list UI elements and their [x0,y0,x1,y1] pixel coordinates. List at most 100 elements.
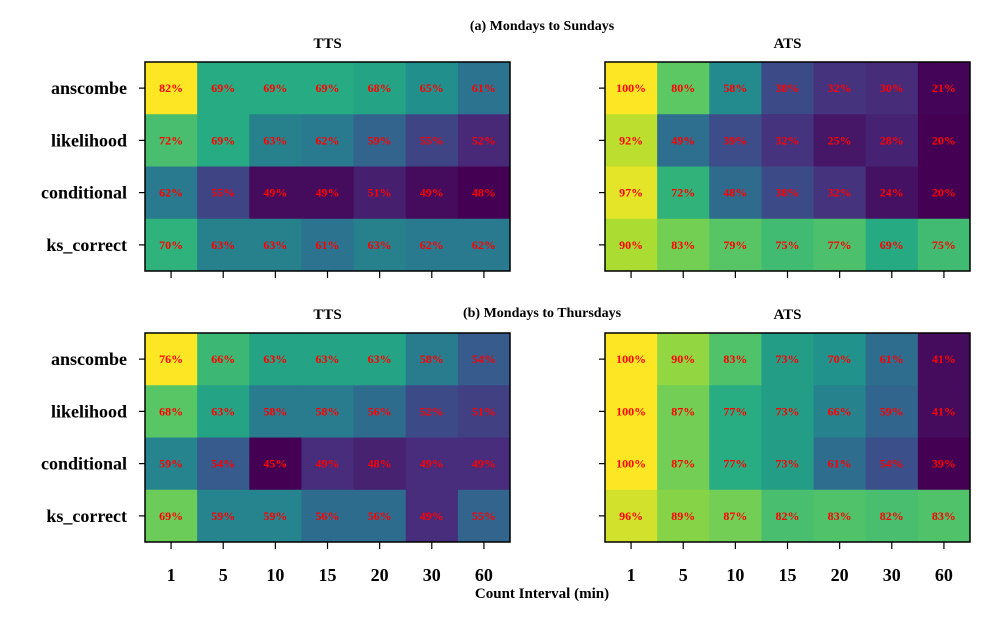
heatmap-cell [301,333,355,386]
cell-label: 63% [263,238,287,252]
cell-label: 63% [211,404,235,418]
cell-label: 49% [420,457,444,471]
heatmap-cell [301,114,355,167]
cell-label: 87% [671,404,695,418]
heatmap-cell [145,489,198,543]
cell-label: 59% [263,509,287,523]
heatmap-cell [197,437,250,491]
heatmap-cell [865,385,919,438]
cell-label: 72% [671,186,695,200]
cell-label: 79% [723,238,747,252]
heatmap-cell [145,333,198,386]
cell-label: 32% [828,81,852,95]
panel-title: TTS [313,36,341,52]
heatmap-cell [353,489,407,543]
cell-label: 70% [159,238,183,252]
heatmap-cell [353,166,407,220]
cell-label: 100% [616,81,646,95]
heatmap-cell [709,385,762,438]
heatmap-cell [917,489,971,543]
x-tick-label: 60 [475,565,493,585]
cell-label: 82% [776,509,800,523]
cell-label: 55% [472,509,496,523]
cell-label: 59% [368,133,392,147]
cell-label: 87% [723,509,747,523]
heatmap-cell [813,437,867,491]
heatmap-cell [657,489,710,543]
cell-label: 63% [368,352,392,366]
heatmap-cell [145,385,198,438]
heatmap-cell [813,62,867,115]
heatmap-cell [405,489,459,543]
cell-label: 51% [368,186,392,200]
x-tick-label: 10 [266,565,284,585]
heatmap-cell [605,166,658,220]
cell-label: 61% [880,352,904,366]
cell-label: 59% [880,404,904,418]
heatmap-cell [761,385,815,438]
cell-label: 92% [619,133,643,147]
cell-label: 30% [880,81,904,95]
cell-label: 73% [776,404,800,418]
heatmap-cell [457,385,511,438]
cell-label: 58% [723,81,747,95]
cell-label: 58% [316,404,340,418]
heatmap-cell [405,114,459,167]
heatmap-cell [249,333,302,386]
cell-label: 28% [880,133,904,147]
heatmap-cell [761,437,815,491]
cell-label: 56% [368,404,392,418]
cell-label: 48% [723,186,747,200]
heatmap-cell [865,166,919,220]
cell-label: 59% [159,457,183,471]
panel-title: TTS [313,307,341,323]
heatmap-cell [197,114,250,167]
cell-label: 62% [472,238,496,252]
cell-label: 39% [932,457,956,471]
cell-label: 49% [671,133,695,147]
heatmap-cell [145,62,198,115]
heatmap-cell [605,437,658,491]
cell-label: 77% [828,238,852,252]
x-tick-label: 20 [831,565,849,585]
heatmap-cell [865,62,919,115]
row-label: likelihood [51,401,127,421]
cell-label: 100% [616,404,646,418]
heatmap-cell [353,62,407,115]
x-tick-label: 5 [219,565,228,585]
cell-label: 61% [316,238,340,252]
cell-label: 54% [472,352,496,366]
heatmap-cell [709,489,762,543]
heatmap-cell [197,62,250,115]
cell-label: 77% [723,457,747,471]
group-title: (a) Mondays to Sundays [470,19,615,34]
cell-label: 25% [828,133,852,147]
row-label: ks_correct [46,506,127,526]
heatmap-cell [865,114,919,167]
cell-label: 63% [263,352,287,366]
heatmap-cell [709,114,762,167]
cell-label: 63% [316,352,340,366]
heatmap-cell [657,385,710,438]
heatmap-cell [405,437,459,491]
cell-label: 21% [932,81,956,95]
cell-label: 83% [723,352,747,366]
cell-label: 41% [932,352,956,366]
cell-label: 61% [828,457,852,471]
heatmap-cell [657,62,710,115]
cell-label: 49% [472,457,496,471]
heatmap-cell [145,437,198,491]
cell-label: 66% [211,352,235,366]
panel-title: ATS [773,36,801,52]
x-tick-label: 60 [935,565,953,585]
heatmap-cell [249,385,302,438]
x-tick-label: 1 [167,565,176,585]
heatmap-cell [709,62,762,115]
cell-label: 73% [776,457,800,471]
heatmap-cell [301,385,355,438]
cell-label: 52% [472,133,496,147]
heatmap-cell [761,333,815,386]
cell-label: 32% [776,133,800,147]
cell-label: 69% [159,509,183,523]
